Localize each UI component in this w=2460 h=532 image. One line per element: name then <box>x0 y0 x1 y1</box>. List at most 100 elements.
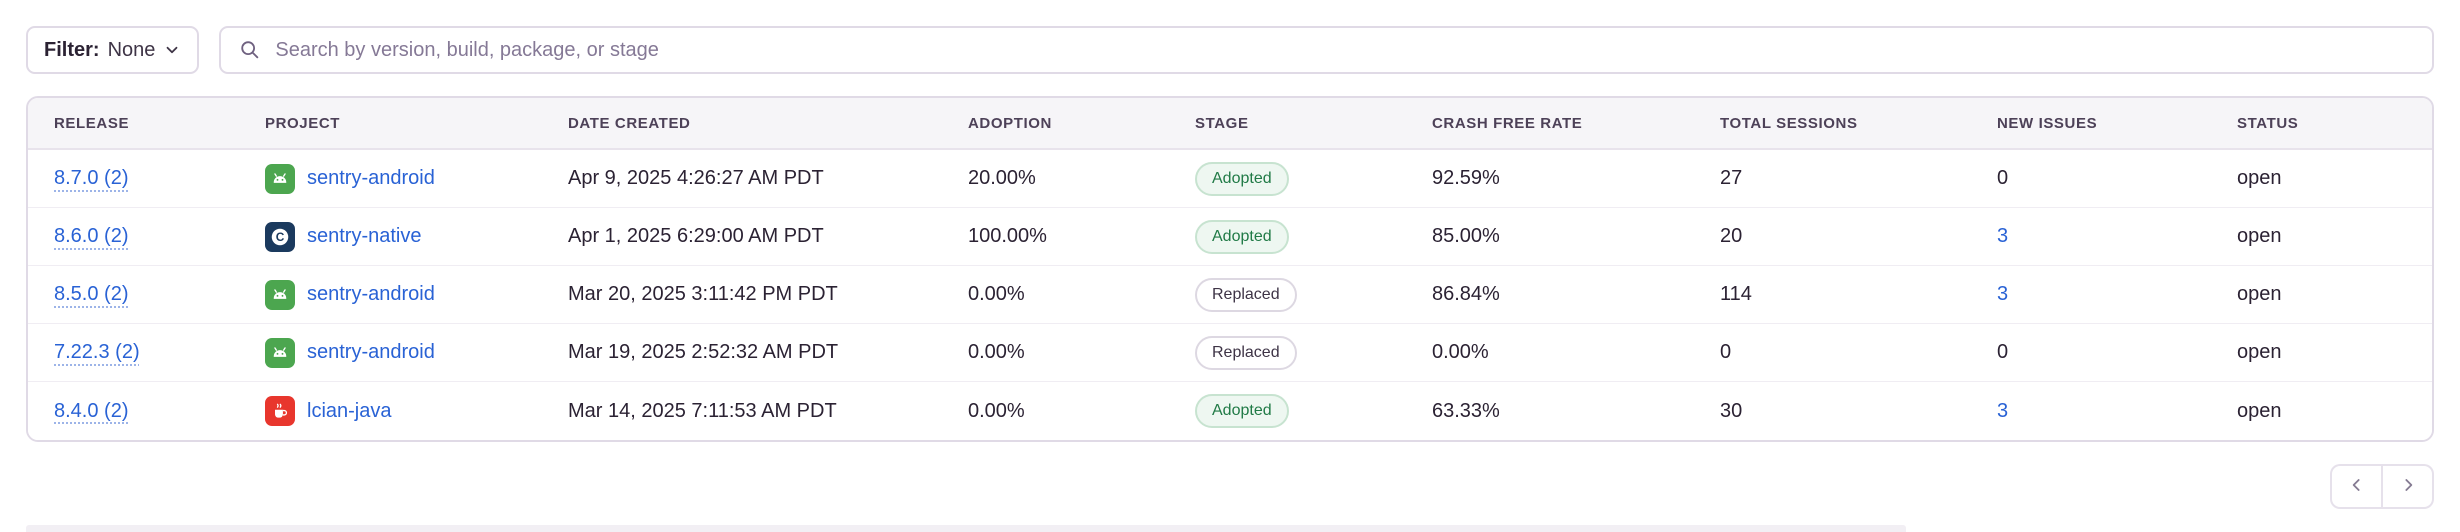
svg-text:C: C <box>276 230 285 244</box>
column-header-new-issues: NEW ISSUES <box>1997 114 2098 132</box>
android-icon <box>265 337 295 368</box>
release-cell: 8.5.0 (2) <box>28 283 239 306</box>
stage-cell: Replaced <box>1169 277 1406 312</box>
release-cell: 8.7.0 (2) <box>28 167 239 190</box>
new-issues-count[interactable]: 3 <box>1997 225 2009 247</box>
stage-badge: Adopted <box>1195 219 1289 254</box>
adoption-cell: 0.00% <box>968 341 1025 363</box>
table-body: 8.7.0 (2) sentry-android Apr 9, 2025 4:2… <box>28 150 2432 440</box>
total-sessions-cell: 30 <box>1720 399 1743 422</box>
table-row: 8.7.0 (2) sentry-android Apr 9, 2025 4:2… <box>28 150 2432 208</box>
new-issues-cell: 0 <box>1971 341 2211 364</box>
crash-free-rate-cell: 86.84% <box>1432 283 1500 305</box>
search-input[interactable] <box>275 38 2414 62</box>
column-header-date-created: DATE CREATED <box>568 114 691 132</box>
status-cell: open <box>2237 399 2282 422</box>
stage-badge: Adopted <box>1195 161 1289 196</box>
adoption-cell: 0.00% <box>968 399 1025 422</box>
project-link[interactable]: sentry-android <box>307 167 435 189</box>
android-icon <box>265 279 295 310</box>
project-cell: lcian-java <box>239 396 542 426</box>
date-created-cell: Apr 9, 2025 4:26:27 AM PDT <box>568 167 824 189</box>
column-header-release: RELEASE <box>54 114 130 132</box>
crash-free-rate-cell: 85.00% <box>1432 225 1500 247</box>
total-sessions-cell: 27 <box>1720 167 1743 189</box>
c-language-icon: C <box>265 221 295 252</box>
stage-badge: Adopted <box>1195 394 1289 428</box>
new-issues-count: 0 <box>1997 341 2009 363</box>
new-issues-cell: 3 <box>1971 225 2211 248</box>
release-link[interactable]: 7.22.3 (2) <box>54 341 140 363</box>
toolbar: Filter: None <box>26 26 2434 74</box>
table-row: 7.22.3 (2) sentry-android Mar 19, 2025 2… <box>28 324 2432 382</box>
stage-cell: Replaced <box>1169 335 1406 370</box>
releases-table: RELEASE PROJECT DATE CREATED ADOPTION ST… <box>26 96 2434 442</box>
project-cell: sentry-android <box>239 163 542 194</box>
filter-label: Filter: <box>44 38 100 61</box>
column-header-crash-free-rate: CRASH FREE RATE <box>1432 114 1583 132</box>
column-header-status: STATUS <box>2237 114 2299 132</box>
chevron-down-icon <box>163 41 181 59</box>
column-header-stage: STAGE <box>1195 114 1249 132</box>
crash-free-rate-cell: 0.00% <box>1432 341 1489 363</box>
total-sessions-cell: 114 <box>1720 283 1752 305</box>
table-row: 8.4.0 (2) lcian-java Mar 14, 2025 7:11:5… <box>28 382 2432 440</box>
new-issues-cell: 3 <box>1971 283 2211 306</box>
column-header-project: PROJECT <box>265 114 341 132</box>
search-box <box>219 26 2434 74</box>
java-icon <box>265 396 295 426</box>
adoption-cell: 100.00% <box>968 225 1047 247</box>
new-issues-count[interactable]: 3 <box>1997 283 2009 305</box>
new-issues-cell: 3 <box>1971 400 2211 423</box>
new-issues-count: 0 <box>1997 167 2009 189</box>
date-created-cell: Mar 19, 2025 2:52:32 AM PDT <box>568 341 839 363</box>
table-row: 8.6.0 (2) C sentry-native Apr 1, 2025 6:… <box>28 208 2432 266</box>
stage-badge: Replaced <box>1195 277 1297 312</box>
project-link[interactable]: lcian-java <box>307 399 392 422</box>
date-created-cell: Apr 1, 2025 6:29:00 AM PDT <box>568 225 824 247</box>
chevron-left-icon <box>2347 475 2367 498</box>
chevron-right-icon <box>2398 475 2418 498</box>
adoption-cell: 0.00% <box>968 283 1025 305</box>
android-icon <box>265 163 295 194</box>
total-sessions-cell: 20 <box>1720 225 1743 247</box>
adoption-cell: 20.00% <box>968 167 1036 189</box>
project-cell: C sentry-native <box>239 221 542 252</box>
release-link[interactable]: 8.5.0 (2) <box>54 283 129 305</box>
table-header: RELEASE PROJECT DATE CREATED ADOPTION ST… <box>28 98 2432 150</box>
release-link[interactable]: 8.7.0 (2) <box>54 167 129 189</box>
new-issues-cell: 0 <box>1971 167 2211 190</box>
filter-button[interactable]: Filter: None <box>26 26 200 74</box>
project-link[interactable]: sentry-native <box>307 225 422 247</box>
stage-badge: Replaced <box>1195 335 1297 370</box>
project-cell: sentry-android <box>239 337 542 368</box>
filter-value: None <box>107 38 156 61</box>
release-link[interactable]: 8.4.0 (2) <box>54 399 129 422</box>
release-link[interactable]: 8.6.0 (2) <box>54 225 129 247</box>
stage-cell: Adopted <box>1169 394 1406 428</box>
date-created-cell: Mar 20, 2025 3:11:42 PM PDT <box>568 283 838 305</box>
column-header-total-sessions: TOTAL SESSIONS <box>1720 114 1858 132</box>
total-sessions-cell: 0 <box>1720 341 1732 363</box>
next-page-button[interactable] <box>2382 464 2434 509</box>
previous-page-button[interactable] <box>2330 464 2382 509</box>
pagination <box>2330 464 2434 509</box>
project-cell: sentry-android <box>239 279 542 310</box>
stage-cell: Adopted <box>1169 219 1406 254</box>
release-cell: 8.4.0 (2) <box>28 400 239 423</box>
project-link[interactable]: sentry-android <box>307 283 435 305</box>
release-cell: 7.22.3 (2) <box>28 341 239 364</box>
release-cell: 8.6.0 (2) <box>28 225 239 248</box>
column-header-adoption: ADOPTION <box>968 114 1052 132</box>
status-cell: open <box>2237 167 2282 189</box>
stage-cell: Adopted <box>1169 161 1406 196</box>
table-row: 8.5.0 (2) sentry-android Mar 20, 2025 3:… <box>28 266 2432 324</box>
search-icon <box>239 39 261 61</box>
status-cell: open <box>2237 225 2282 247</box>
status-cell: open <box>2237 283 2282 305</box>
new-issues-count[interactable]: 3 <box>1997 399 2009 422</box>
status-cell: open <box>2237 341 2282 363</box>
crash-free-rate-cell: 63.33% <box>1432 399 1500 422</box>
project-link[interactable]: sentry-android <box>307 341 435 363</box>
